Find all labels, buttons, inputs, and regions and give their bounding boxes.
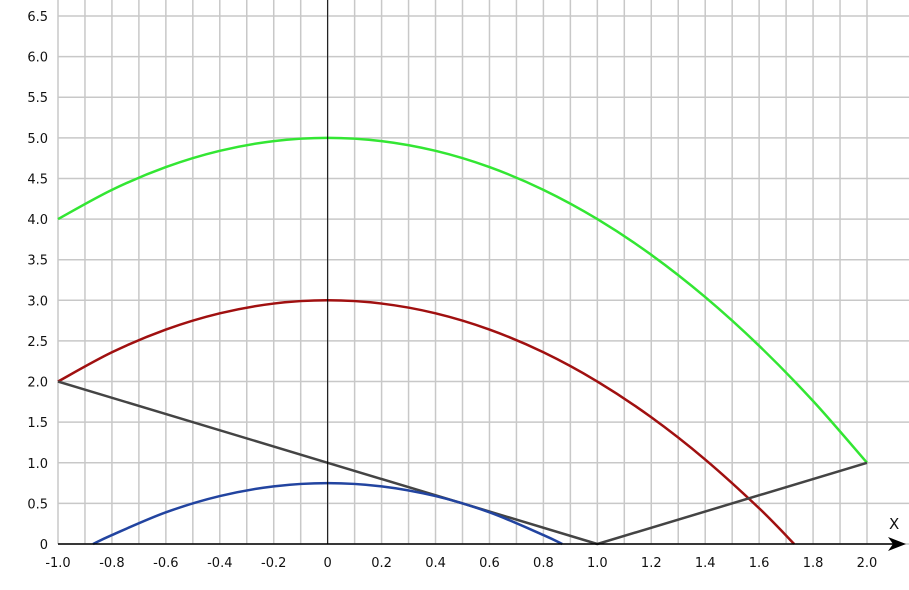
x-tick-label: 0.2	[371, 556, 392, 571]
x-tick-label: -0.2	[261, 556, 286, 571]
y-tick-label: 0	[40, 538, 48, 553]
y-tick-label: 3.0	[27, 294, 48, 309]
x-tick-label: 1.0	[587, 556, 608, 571]
x-tick-label: 2.0	[857, 556, 878, 571]
y-tick-label: 4.0	[27, 213, 48, 228]
series-line-1	[57, 136, 868, 464]
x-tick-label: 1.6	[749, 556, 770, 571]
x-tick-label: 1.4	[695, 556, 716, 571]
x-tick-label: 0.4	[425, 556, 446, 571]
x-axis-label: X	[889, 515, 899, 533]
x-axis-arrow	[888, 537, 906, 551]
y-tick-label: 4.5	[27, 172, 48, 187]
x-tick-label: 1.8	[803, 556, 824, 571]
y-tick-label: 1.0	[27, 457, 48, 472]
y-tick-label: 2.5	[27, 335, 48, 350]
x-tick-label: -0.8	[99, 556, 124, 571]
y-tick-label: 1.5	[27, 416, 48, 431]
y-tick-label: 2.0	[27, 376, 48, 391]
y-tick-label: 5.5	[27, 91, 48, 106]
x-tick-label: -0.4	[207, 556, 232, 571]
x-tick-label: -1.0	[45, 556, 70, 571]
y-tick-label: 0.5	[27, 497, 48, 512]
series-line-2	[57, 299, 796, 545]
tick-labels: -1.0 -0.8 -0.6 -0.4 -0.2 0 0.2 0.4 0.6 0.8 1.0 1.2 1…	[27, 10, 877, 571]
x-tick-label: 0.6	[479, 556, 500, 571]
x-tick-label: -0.6	[153, 556, 178, 571]
x-tick-label: 1.2	[641, 556, 662, 571]
grid	[57, 0, 909, 545]
x-tick-label: 0	[324, 556, 332, 571]
x-tick-label: 0.8	[533, 556, 554, 571]
axes	[58, 0, 906, 551]
y-tick-label: 6.5	[27, 10, 48, 25]
series-group	[57, 136, 868, 546]
y-tick-label: 5.0	[27, 132, 48, 147]
y-tick-label: 3.5	[27, 254, 48, 269]
y-tick-label: 6.0	[27, 51, 48, 66]
